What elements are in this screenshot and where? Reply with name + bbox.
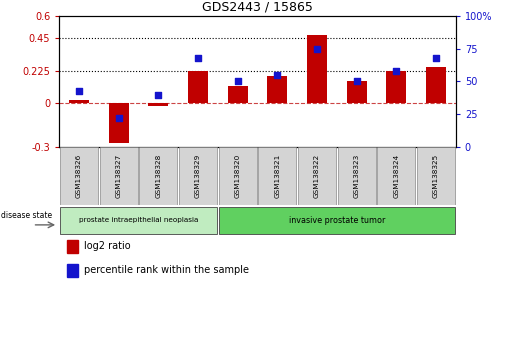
Bar xyxy=(69,100,89,103)
Point xyxy=(273,72,281,78)
Bar xyxy=(347,81,367,103)
FancyBboxPatch shape xyxy=(298,148,336,205)
Text: GSM138325: GSM138325 xyxy=(433,154,439,198)
Bar xyxy=(426,67,446,103)
Bar xyxy=(148,103,168,106)
FancyBboxPatch shape xyxy=(60,206,217,234)
FancyBboxPatch shape xyxy=(338,148,375,205)
Point xyxy=(313,46,321,51)
Text: GSM138323: GSM138323 xyxy=(354,154,359,198)
Bar xyxy=(267,76,287,103)
FancyBboxPatch shape xyxy=(60,148,98,205)
Text: prostate intraepithelial neoplasia: prostate intraepithelial neoplasia xyxy=(79,217,198,223)
Text: disease state: disease state xyxy=(1,211,53,220)
Text: GSM138328: GSM138328 xyxy=(156,154,161,198)
Point xyxy=(392,68,401,74)
Point xyxy=(154,92,163,97)
FancyBboxPatch shape xyxy=(377,148,415,205)
Text: GSM138329: GSM138329 xyxy=(195,154,201,198)
Bar xyxy=(67,264,78,277)
Bar xyxy=(228,86,248,103)
Point xyxy=(352,79,360,84)
Text: log2 ratio: log2 ratio xyxy=(84,241,130,251)
FancyBboxPatch shape xyxy=(100,148,138,205)
Bar xyxy=(188,70,208,103)
FancyBboxPatch shape xyxy=(417,148,455,205)
Text: GSM138326: GSM138326 xyxy=(76,154,82,198)
Text: GSM138327: GSM138327 xyxy=(116,154,122,198)
Bar xyxy=(307,35,327,103)
FancyBboxPatch shape xyxy=(179,148,217,205)
Title: GDS2443 / 15865: GDS2443 / 15865 xyxy=(202,0,313,13)
Text: invasive prostate tumor: invasive prostate tumor xyxy=(288,216,385,225)
Text: percentile rank within the sample: percentile rank within the sample xyxy=(84,266,249,275)
Text: GSM138320: GSM138320 xyxy=(235,154,241,198)
FancyBboxPatch shape xyxy=(140,148,177,205)
FancyBboxPatch shape xyxy=(219,148,256,205)
Point xyxy=(432,55,440,61)
Bar xyxy=(386,71,406,103)
FancyBboxPatch shape xyxy=(259,148,296,205)
Text: GSM138324: GSM138324 xyxy=(393,154,399,198)
Point xyxy=(114,115,123,121)
Text: GSM138321: GSM138321 xyxy=(274,154,280,198)
Point xyxy=(75,88,83,93)
Bar xyxy=(67,240,78,253)
Bar xyxy=(109,103,129,143)
Point xyxy=(194,55,202,61)
Point xyxy=(234,79,242,84)
Text: GSM138322: GSM138322 xyxy=(314,154,320,198)
FancyBboxPatch shape xyxy=(219,206,455,234)
